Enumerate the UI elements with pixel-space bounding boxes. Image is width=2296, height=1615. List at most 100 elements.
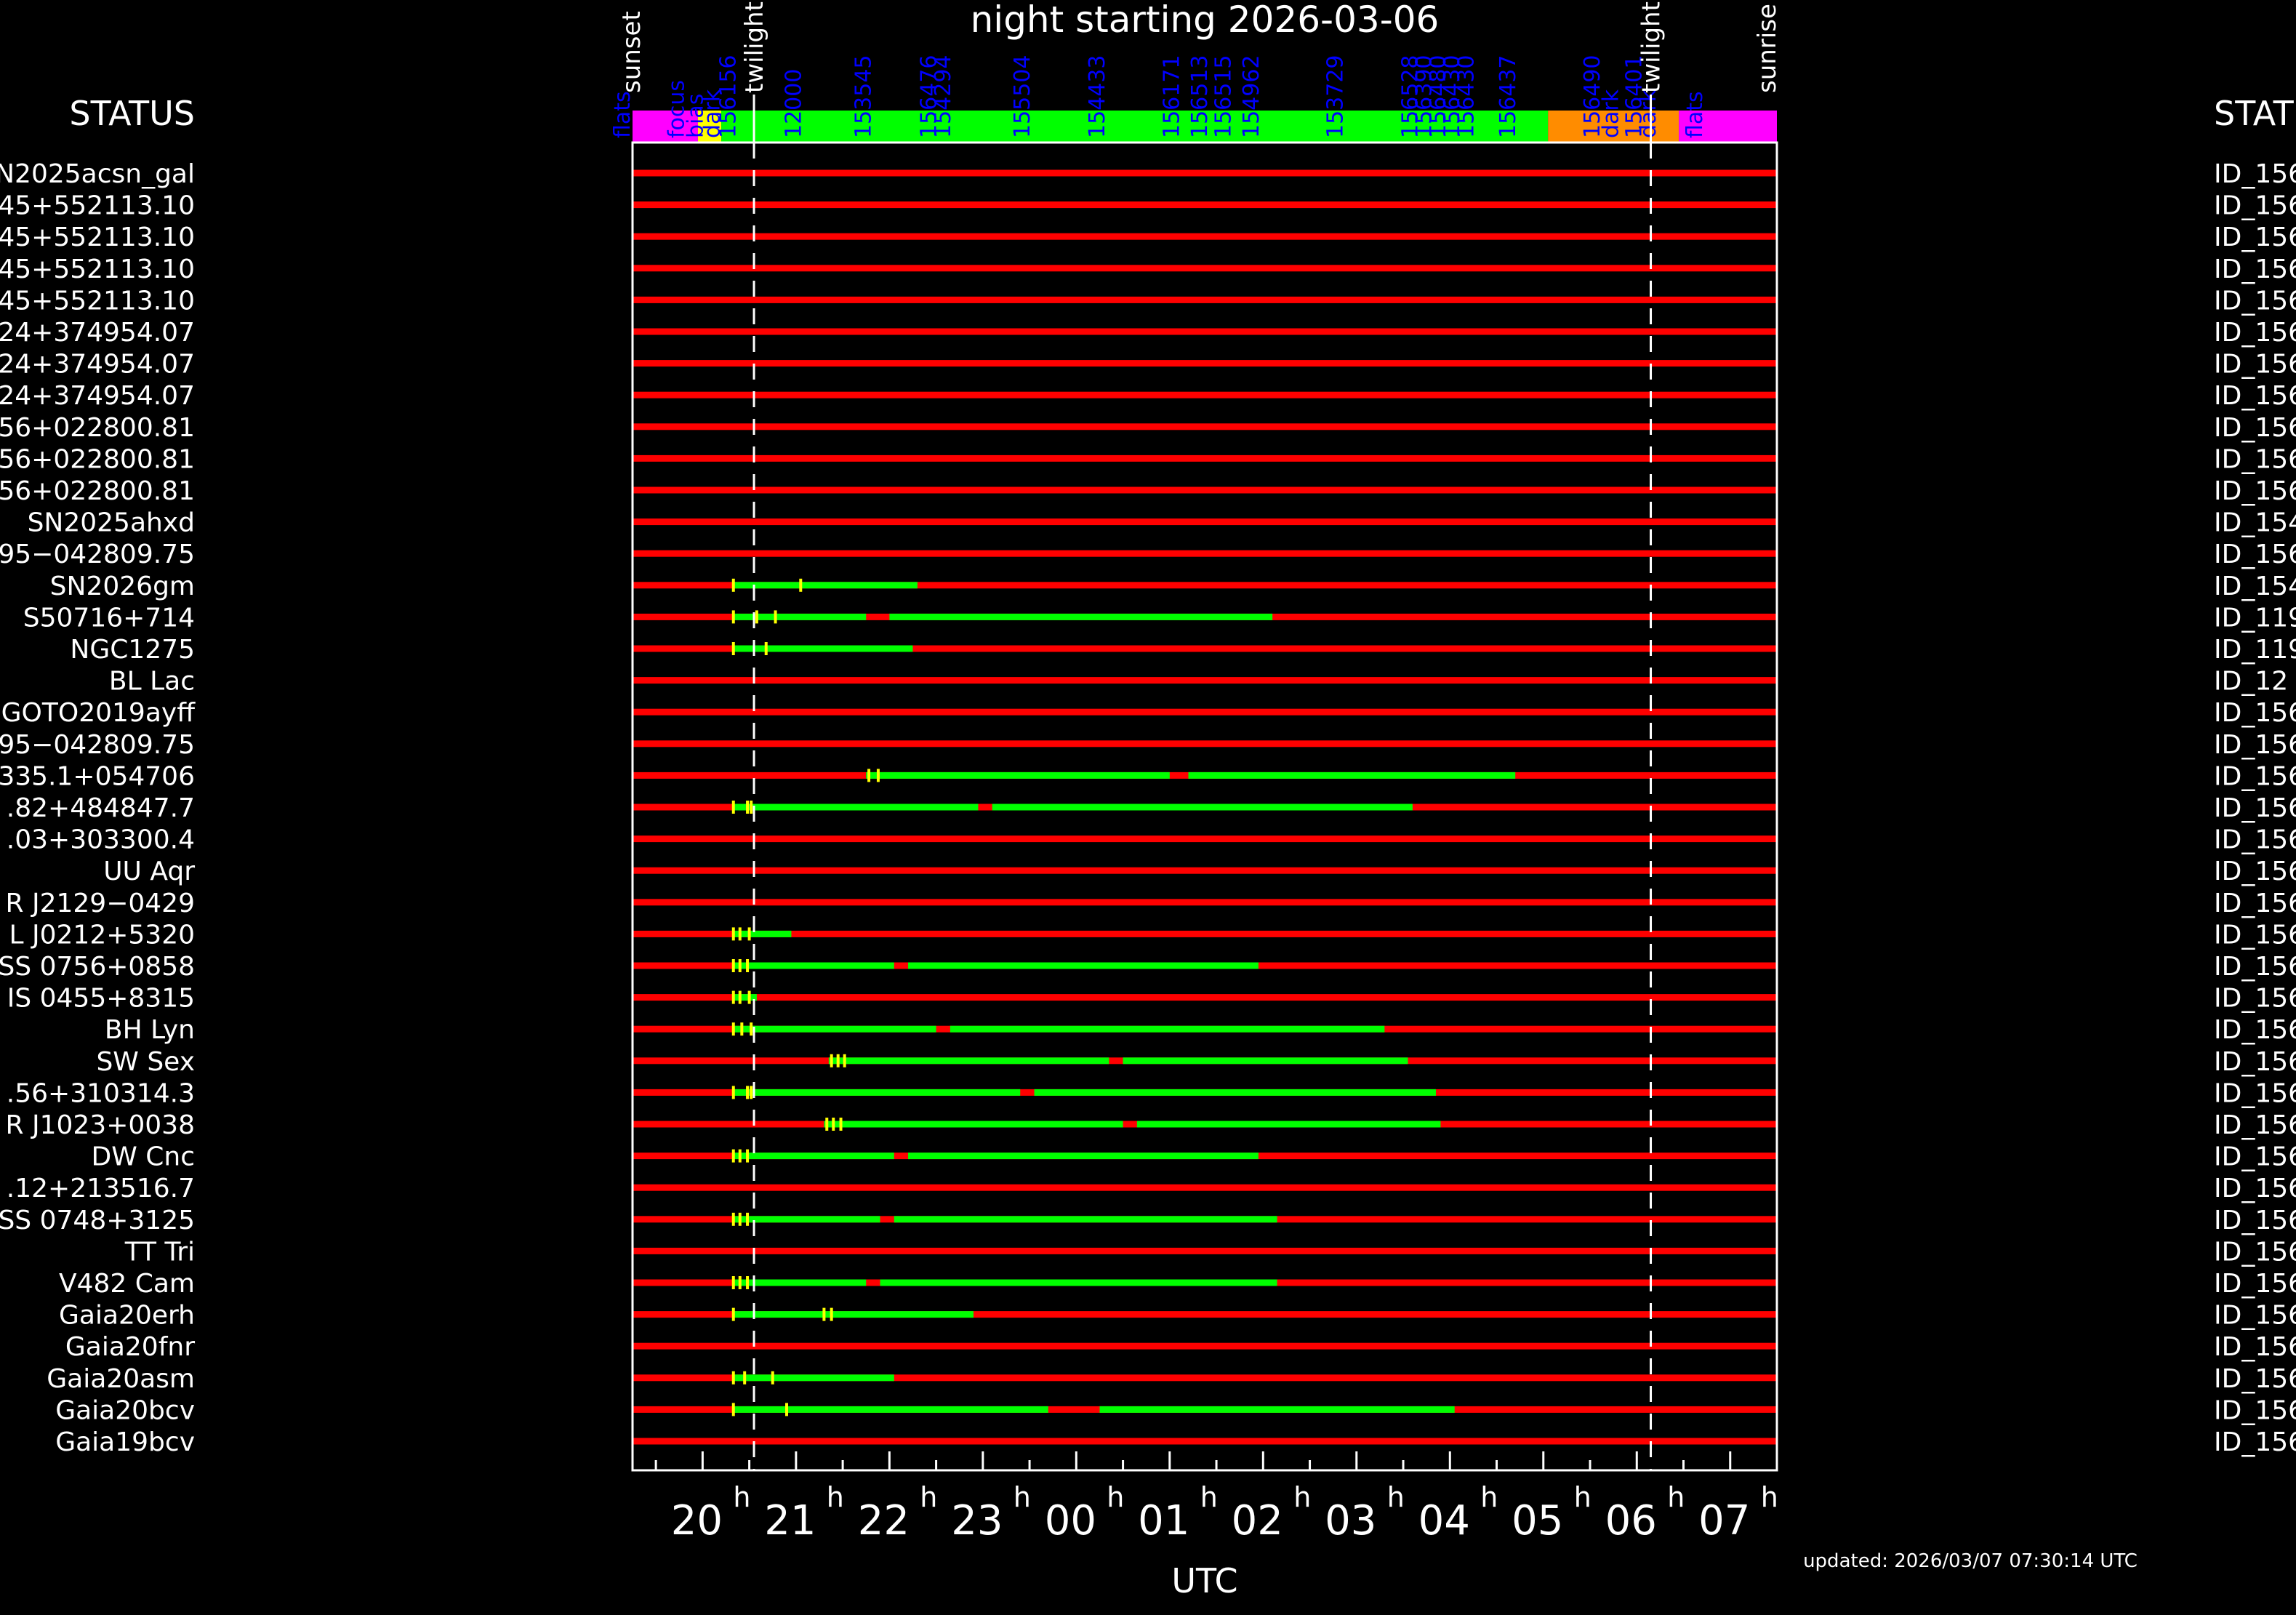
row-target-label: Gaia20bcv <box>55 1395 195 1425</box>
row-marker <box>731 578 735 592</box>
row-available-window <box>824 1121 1123 1128</box>
row-id-label: ID_156 <box>2214 1078 2296 1108</box>
row-marker <box>830 1054 833 1067</box>
row-marker <box>750 1022 753 1036</box>
schedule-row: GOTO2019ayff ID_156 <box>1 698 2296 728</box>
x-tick-suffix: h <box>1293 1481 1311 1513</box>
x-tick-suffix: h <box>1480 1481 1498 1513</box>
row-id-label: ID_156 <box>2214 350 2296 380</box>
x-tick-label: 07 <box>1698 1497 1750 1544</box>
top-block-label: bias <box>683 94 708 138</box>
row-unavailable-line <box>633 423 1777 430</box>
row-id-label: ID_156 <box>2214 984 2296 1014</box>
row-id-label: ID_154 <box>2214 572 2296 601</box>
row-marker <box>731 610 735 624</box>
schedule-row: BL Lac ID_12 <box>109 667 2288 697</box>
row-unavailable-line <box>633 518 1777 526</box>
x-tick-suffix: h <box>920 1481 937 1513</box>
row-target-label: TT Tri <box>124 1237 195 1267</box>
row-id-label: ID_156 <box>2214 698 2296 728</box>
schedule-row: 45+552113.10 ID_156 <box>0 223 2296 252</box>
row-unavailable-line <box>633 360 1777 367</box>
row-target-label: .56+310314.3 <box>7 1078 195 1108</box>
row-id-label: ID_156 <box>2214 223 2296 252</box>
x-tick-label: 22 <box>858 1497 910 1544</box>
row-available-window <box>733 1406 1048 1413</box>
row-id-label: ID_156 <box>2214 1395 2296 1425</box>
row-available-window <box>733 1374 894 1382</box>
top-block-label: 156528 <box>1397 55 1423 138</box>
x-tick-suffix: h <box>1200 1481 1218 1513</box>
row-marker <box>799 578 803 592</box>
row-target-label: Gaia20fnr <box>65 1332 195 1362</box>
schedule-row: SN2026gm ID_154 <box>50 572 2296 601</box>
top-block-label: 156390 <box>1412 55 1437 138</box>
row-target-label: UU Aqr <box>103 857 195 886</box>
row-marker <box>731 959 735 972</box>
top-block-label: 156171 <box>1160 55 1185 138</box>
schedule-row: 56+022800.81 ID_156 <box>0 444 2296 474</box>
row-id-label: ID_156 <box>2214 1237 2296 1267</box>
row-id-label: ID_156 <box>2214 920 2296 950</box>
row-marker <box>746 1149 750 1163</box>
row-unavailable-line <box>633 454 1777 462</box>
schedule-row: 45+552113.10 ID_156 <box>0 255 2296 284</box>
row-target-label: 56+022800.81 <box>0 476 195 506</box>
row-marker <box>867 769 871 782</box>
row-id-label: ID_154 <box>2214 508 2296 538</box>
row-unavailable-line <box>633 486 1777 494</box>
x-tick-suffix: h <box>1107 1481 1124 1513</box>
schedule-row: DW Cnc ID_156 <box>91 1142 2296 1172</box>
top-block-label: 12000 <box>781 69 806 138</box>
top-block-label: 154433 <box>1085 55 1110 138</box>
row-id-label: ID_156 <box>2214 793 2296 823</box>
row-available-window <box>733 613 867 620</box>
row-id-label: ID_12 <box>2214 667 2288 697</box>
x-tick-suffix: h <box>827 1481 844 1513</box>
schedule-row: 56+022800.81 ID_156 <box>0 413 2296 443</box>
row-target-label: S50716+714 <box>23 603 195 633</box>
row-target-label: 335.1+054706 <box>0 761 195 791</box>
top-block-label: 156430 <box>1453 55 1479 138</box>
schedule-row: 45+552113.10 ID_156 <box>0 286 2296 316</box>
schedule-row: 95−042809.75 ID_156 <box>0 540 2296 569</box>
row-available-window <box>733 582 918 589</box>
row-unavailable-line <box>633 582 1777 589</box>
schedule-row: TT Tri ID_156 <box>124 1237 2296 1267</box>
schedule-row: 45+552113.10 ID_156 <box>0 191 2296 221</box>
top-block-label: 153545 <box>851 55 877 138</box>
top-bar-segment <box>1548 111 1679 143</box>
x-tick-suffix: h <box>1574 1481 1591 1513</box>
row-marker <box>731 990 735 1004</box>
top-block-label: flats <box>610 91 635 138</box>
top-block-label: 156430 <box>1440 55 1465 138</box>
event-label: twilight <box>740 1 769 93</box>
row-target-label: IS 0455+8315 <box>7 984 195 1014</box>
row-target-label: N2025acsn_gal <box>0 159 195 189</box>
event-label: twilight <box>1637 1 1666 93</box>
row-marker <box>731 1149 735 1163</box>
row-available-window <box>733 1279 867 1286</box>
schedule-row: L J0212+5320 ID_156 <box>9 920 2296 950</box>
row-target-label: V482 Cam <box>59 1269 195 1299</box>
row-unavailable-line <box>633 677 1777 684</box>
top-block-label: dark <box>1636 89 1661 138</box>
row-unavailable-line <box>633 1438 1777 1445</box>
top-block-label: 154962 <box>1239 55 1264 138</box>
row-marker <box>731 642 735 655</box>
row-target-label: 95−042809.75 <box>0 730 195 760</box>
row-marker <box>740 1022 744 1036</box>
row-unavailable-line <box>633 265 1777 272</box>
row-unavailable-line <box>633 645 1777 652</box>
schedule-row: SW Sex ID_156 <box>96 1047 2296 1077</box>
row-unavailable-line <box>633 899 1777 906</box>
row-marker <box>771 1371 774 1384</box>
x-tick-label: 00 <box>1045 1497 1096 1544</box>
row-marker <box>746 1086 750 1099</box>
row-id-label: ID_156 <box>2214 1142 2296 1172</box>
row-id-label: ID_156 <box>2214 1269 2296 1299</box>
row-marker <box>836 1054 840 1067</box>
row-target-label: .03+303300.4 <box>7 825 195 855</box>
x-tick-label: 02 <box>1232 1497 1283 1544</box>
